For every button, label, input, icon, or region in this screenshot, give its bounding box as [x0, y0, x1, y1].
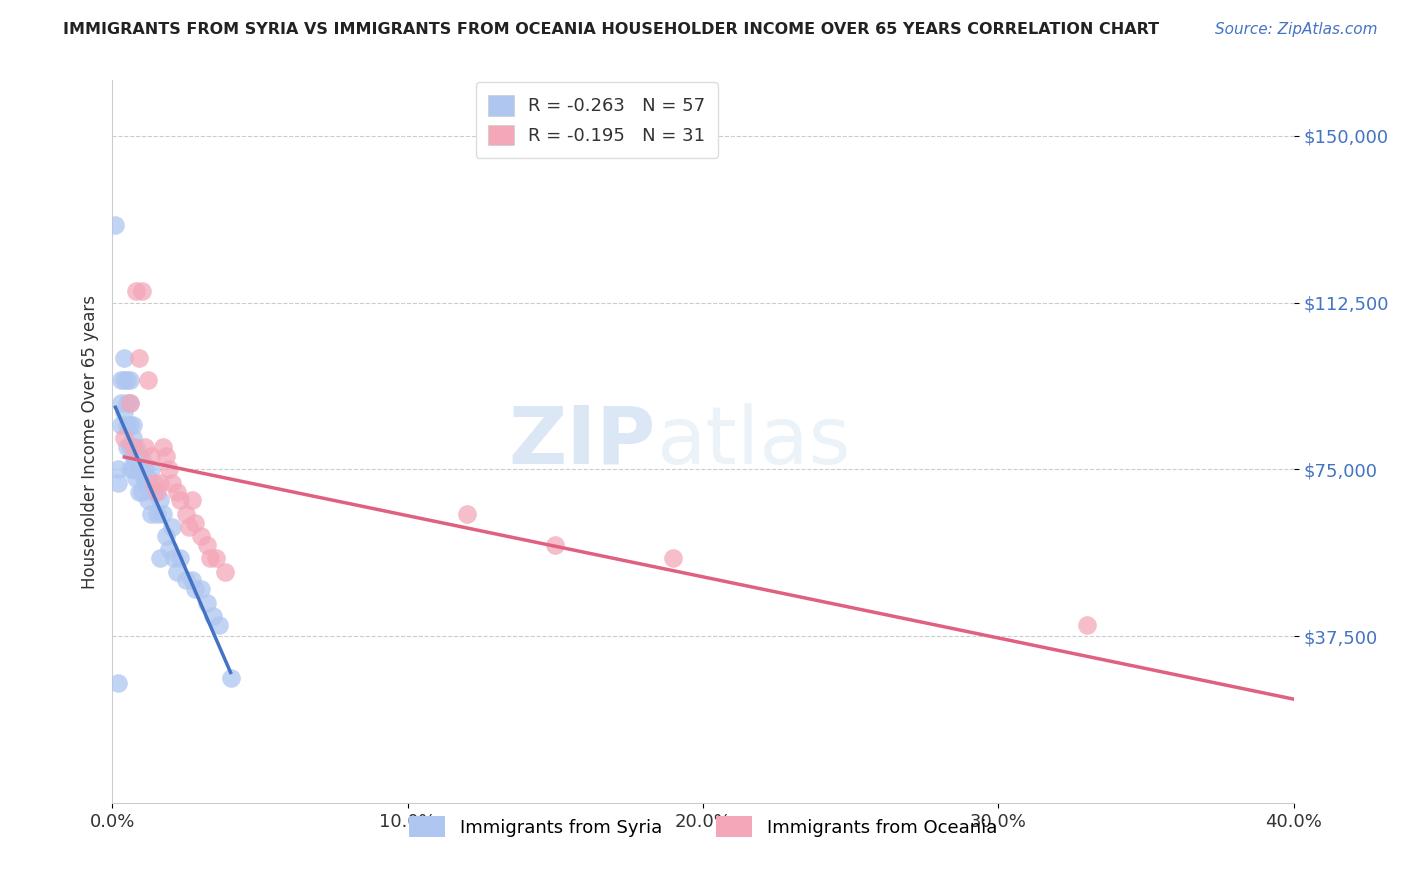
- Point: [120, 462, 142, 476]
- Point: [160, 475, 183, 490]
- Point: [120, 395, 142, 409]
- Point: [134, 475, 156, 490]
- Point: [117, 417, 138, 432]
- Point: [169, 551, 191, 566]
- Point: [131, 484, 153, 499]
- Point: [174, 574, 197, 588]
- Point: [122, 431, 145, 445]
- Point: [169, 493, 191, 508]
- Point: [125, 440, 148, 454]
- Point: [190, 582, 212, 597]
- Point: [198, 551, 221, 566]
- Point: [112, 351, 135, 366]
- Point: [166, 484, 188, 499]
- Point: [122, 449, 145, 463]
- Point: [110, 373, 132, 387]
- Point: [152, 440, 174, 454]
- Point: [152, 507, 174, 521]
- Point: [122, 462, 145, 476]
- Y-axis label: Householder Income Over 65 years: Householder Income Over 65 years: [80, 294, 98, 589]
- Text: ZIP: ZIP: [509, 402, 655, 481]
- Point: [128, 484, 150, 499]
- Point: [128, 351, 150, 366]
- Point: [139, 449, 162, 463]
- Point: [157, 462, 180, 476]
- Point: [456, 507, 478, 521]
- Point: [174, 507, 197, 521]
- Point: [107, 462, 129, 476]
- Point: [1076, 618, 1098, 632]
- Point: [157, 542, 180, 557]
- Point: [136, 373, 159, 387]
- Point: [131, 453, 153, 467]
- Point: [166, 565, 188, 579]
- Point: [142, 475, 165, 490]
- Point: [184, 582, 207, 597]
- Point: [120, 440, 142, 454]
- Point: [184, 516, 207, 530]
- Point: [128, 462, 150, 476]
- Point: [117, 373, 138, 387]
- Point: [110, 417, 132, 432]
- Point: [134, 462, 156, 476]
- Point: [139, 462, 162, 476]
- Point: [149, 493, 172, 508]
- Point: [120, 373, 142, 387]
- Point: [208, 618, 231, 632]
- Point: [136, 493, 159, 508]
- Point: [112, 431, 135, 445]
- Point: [112, 373, 135, 387]
- Point: [146, 507, 169, 521]
- Point: [107, 475, 129, 490]
- Point: [120, 417, 142, 432]
- Point: [136, 471, 159, 485]
- Point: [120, 395, 142, 409]
- Point: [163, 551, 186, 566]
- Point: [149, 475, 172, 490]
- Point: [125, 285, 148, 299]
- Point: [139, 507, 162, 521]
- Point: [181, 493, 204, 508]
- Point: [131, 467, 153, 481]
- Point: [146, 484, 169, 499]
- Point: [195, 596, 218, 610]
- Point: [160, 520, 183, 534]
- Point: [117, 395, 138, 409]
- Point: [201, 609, 224, 624]
- Point: [219, 671, 242, 685]
- Point: [107, 675, 129, 690]
- Text: IMMIGRANTS FROM SYRIA VS IMMIGRANTS FROM OCEANIA HOUSEHOLDER INCOME OVER 65 YEAR: IMMIGRANTS FROM SYRIA VS IMMIGRANTS FROM…: [63, 22, 1160, 37]
- Point: [125, 471, 148, 485]
- Text: atlas: atlas: [655, 402, 851, 481]
- Text: Source: ZipAtlas.com: Source: ZipAtlas.com: [1215, 22, 1378, 37]
- Point: [122, 440, 145, 454]
- Point: [195, 538, 218, 552]
- Point: [117, 440, 138, 454]
- Legend: Immigrants from Syria, Immigrants from Oceania: Immigrants from Syria, Immigrants from O…: [402, 809, 1004, 845]
- Point: [131, 285, 153, 299]
- Point: [149, 551, 172, 566]
- Point: [122, 417, 145, 432]
- Point: [125, 453, 148, 467]
- Point: [142, 484, 165, 499]
- Point: [128, 449, 150, 463]
- Point: [662, 551, 685, 566]
- Point: [110, 395, 132, 409]
- Point: [214, 565, 236, 579]
- Point: [155, 529, 177, 543]
- Point: [112, 404, 135, 418]
- Point: [179, 520, 201, 534]
- Point: [205, 551, 228, 566]
- Point: [155, 449, 177, 463]
- Point: [544, 538, 567, 552]
- Point: [134, 440, 156, 454]
- Point: [181, 574, 204, 588]
- Point: [190, 529, 212, 543]
- Point: [104, 218, 127, 232]
